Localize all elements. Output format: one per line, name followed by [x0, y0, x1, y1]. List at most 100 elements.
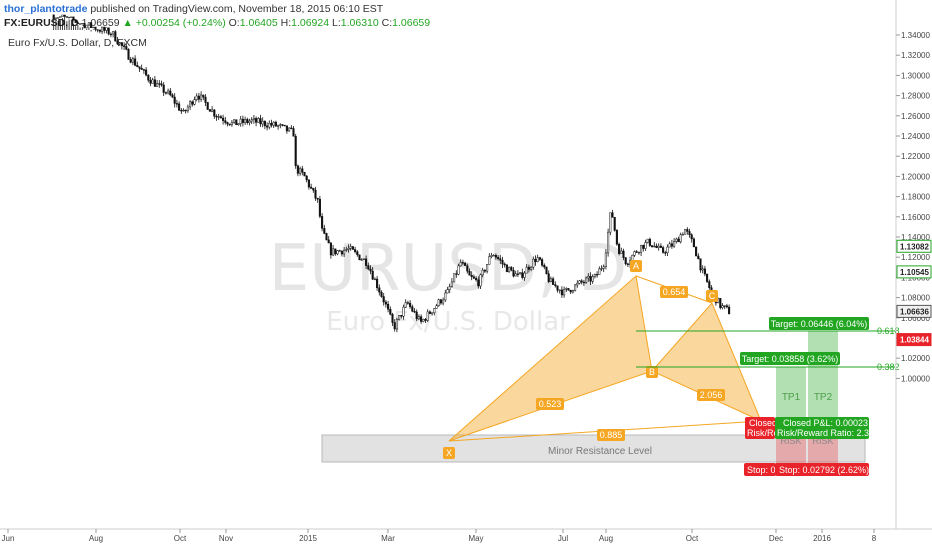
candle-body	[433, 308, 436, 313]
candle-body	[127, 48, 130, 60]
fib-label-382: 0.382	[877, 362, 900, 372]
candle-body	[545, 266, 548, 275]
candle-body	[620, 250, 623, 254]
candle-body	[338, 250, 341, 252]
candle-body	[640, 244, 643, 253]
svg-text:Risk/Re: Risk/Re	[747, 428, 779, 438]
resistance-zone[interactable]	[321, 434, 866, 463]
candle-body	[543, 264, 546, 268]
candle-body	[523, 272, 526, 278]
y-tick-label: 1.08000	[901, 294, 930, 303]
candle-body	[701, 268, 704, 271]
candle-body	[380, 291, 383, 297]
candle-body	[378, 287, 381, 293]
candle-body	[171, 94, 174, 98]
target1-box[interactable]: Target: 0.03858 (3.62%)	[740, 352, 840, 365]
svg-text:Target: 0.06446 (6.04%): Target: 0.06446 (6.04%)	[771, 319, 868, 329]
svg-text:B: B	[649, 367, 655, 377]
risk-label-2: RISK	[812, 436, 833, 446]
candle-body	[567, 288, 570, 291]
candle-body	[281, 124, 284, 126]
candle-body	[94, 26, 97, 30]
symbol-line: FX:EURUSD, D 1.06659 ▲ +0.00254 (+0.24%)…	[4, 17, 430, 29]
candle-body	[499, 258, 502, 261]
candle-body	[486, 264, 489, 272]
point-x[interactable]: X	[443, 447, 455, 459]
x-axis[interactable]: Jun Aug Oct Nov 2015 Mar May Jul Aug Oct Dec 2016 8	[2, 529, 877, 543]
candle-body	[536, 257, 539, 262]
price-tag: 1.06636	[896, 304, 932, 318]
candle-body	[387, 303, 390, 310]
x-tick-label: Oct	[686, 534, 699, 543]
candle-body	[54, 17, 57, 20]
candle-body	[288, 127, 291, 132]
candle-body	[637, 251, 640, 254]
candle-body	[345, 249, 348, 251]
point-c[interactable]: C	[706, 290, 718, 302]
candle-body	[68, 16, 71, 19]
candle-body	[266, 125, 269, 128]
price-tag: 1.03844	[896, 333, 932, 347]
svg-text:Closed: Closed	[749, 418, 777, 428]
candle-body	[52, 14, 55, 20]
candle-body	[519, 272, 522, 275]
candle-body	[558, 289, 561, 291]
stop-box-2[interactable]: Stop: 0.02792 (2.62%)	[775, 463, 869, 476]
candle-body	[184, 109, 187, 112]
candle-body	[314, 189, 317, 199]
candle-body	[325, 233, 328, 241]
candle-body	[125, 46, 128, 50]
candle-body	[609, 212, 612, 233]
candle-body	[490, 255, 493, 257]
tp1-profit-zone[interactable]	[776, 367, 806, 419]
candle-body	[349, 246, 352, 249]
candle-body	[138, 66, 141, 69]
closed-box-2[interactable]: Closed P&L: 0.00023 Risk/Reward Ratio: 2…	[775, 417, 874, 439]
candle-body	[195, 95, 198, 100]
candle-body	[230, 121, 233, 126]
candle-body	[109, 33, 112, 36]
y-tick-label: 1.30000	[901, 71, 930, 80]
candle-body	[431, 312, 434, 314]
author-link[interactable]: thor_plantotrade	[4, 3, 88, 15]
candle-body	[301, 168, 304, 173]
candle-body	[362, 258, 365, 260]
candle-body	[402, 306, 405, 317]
price-tags: 1.13082 1.10545 1.06636 1.03844	[896, 239, 932, 347]
point-b[interactable]: B	[646, 366, 658, 378]
candle-body	[598, 268, 601, 275]
candle-body	[556, 285, 559, 291]
candle-body	[670, 243, 673, 247]
candle-body	[448, 286, 451, 290]
svg-text:C: C	[709, 291, 716, 301]
candle-body	[686, 229, 689, 232]
candle-body	[521, 272, 524, 278]
candle-body	[457, 265, 460, 275]
y-tick-label: 1.18000	[901, 193, 930, 202]
tp2-profit-zone[interactable]	[808, 331, 838, 419]
candle-body	[725, 305, 728, 308]
candle-body	[202, 94, 205, 98]
y-axis[interactable]: 1.34000 1.32000 1.30000 1.28000 1.26000 1.240…	[895, 0, 930, 529]
x-tick-label: Oct	[174, 534, 187, 543]
target2-box[interactable]: Target: 0.06446 (6.04%)	[769, 317, 869, 330]
ratio-ac: 0.654	[660, 286, 688, 298]
point-a[interactable]: A	[630, 260, 642, 272]
high-label: H:	[280, 17, 292, 29]
candle-body	[582, 281, 585, 284]
candle-body	[261, 120, 264, 125]
candle-body	[525, 266, 528, 274]
candle-body	[197, 95, 200, 100]
candle-body	[217, 116, 220, 118]
candle-body	[552, 278, 555, 285]
candle-body	[411, 306, 414, 312]
svg-text:Closed P&L: 0.00023: Closed P&L: 0.00023	[783, 418, 868, 428]
candle-body	[316, 197, 319, 200]
candle-body	[215, 115, 218, 118]
stop-box-1[interactable]: Stop: 0	[744, 463, 776, 476]
candle-body	[503, 263, 506, 266]
candle-body	[655, 245, 658, 248]
closed-box-1[interactable]: Closed Risk/Re	[745, 417, 779, 439]
candle-body	[479, 274, 482, 287]
